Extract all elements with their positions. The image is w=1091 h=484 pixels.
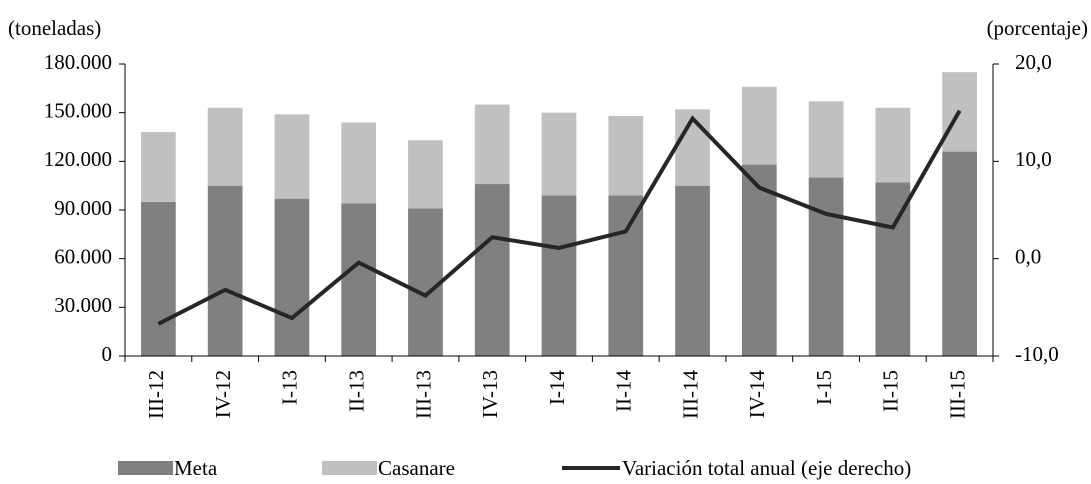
y-tick-label: 0 <box>102 342 113 366</box>
x-tick-label: I-15 <box>812 370 836 405</box>
bar <box>207 185 243 356</box>
y2-tick-label: 20,0 <box>1015 50 1052 74</box>
bar <box>408 140 443 209</box>
legend-swatch <box>322 461 377 475</box>
bar <box>141 132 176 202</box>
bar <box>875 182 911 356</box>
x-tick-label: III-14 <box>678 370 702 419</box>
x-tick-label: II-14 <box>612 370 636 412</box>
bar <box>741 164 777 356</box>
bar <box>274 198 310 356</box>
bar <box>341 203 377 356</box>
x-tick-label: III-13 <box>411 370 435 419</box>
y-tick-label: 120.000 <box>44 147 112 171</box>
y-axis-label: (toneladas) <box>8 16 101 40</box>
y2-tick-label: -10,0 <box>1015 342 1059 366</box>
y-tick-label: 180.000 <box>44 50 112 74</box>
bar <box>741 86 777 165</box>
y-tick-label: 90.000 <box>54 196 112 220</box>
bar <box>608 115 644 196</box>
y2-tick-label: 10,0 <box>1015 147 1052 171</box>
line <box>157 109 962 326</box>
x-tick-label: I-13 <box>278 370 302 405</box>
bar <box>341 122 377 204</box>
x-tick-label: III-15 <box>945 370 969 419</box>
bar <box>675 185 710 356</box>
bar <box>541 195 577 356</box>
legend-label: Variación total anual (eje derecho) <box>622 456 911 480</box>
bar <box>875 107 911 183</box>
y2-axis-label: (porcentaje) <box>987 16 1088 40</box>
legend-label: Meta <box>174 456 218 480</box>
x-tick-label: II-13 <box>345 370 369 412</box>
bar <box>207 107 243 186</box>
x-tick-label: III-12 <box>144 370 168 419</box>
x-tick-label: II-15 <box>879 370 903 412</box>
y2-tick-label: 0,0 <box>1015 244 1041 268</box>
bar <box>608 195 644 356</box>
bar <box>808 101 844 178</box>
x-tick-label: IV-14 <box>745 370 769 419</box>
y-tick-label: 60.000 <box>54 244 112 268</box>
bar <box>942 151 977 356</box>
x-tick-label: IV-13 <box>478 370 502 418</box>
legend-swatch <box>118 461 173 475</box>
bar <box>141 201 176 356</box>
bar <box>474 184 510 356</box>
bar <box>808 177 844 356</box>
x-tick-label: IV-12 <box>211 370 235 418</box>
bar <box>474 104 510 185</box>
y-tick-label: 30.000 <box>54 293 112 317</box>
bar <box>541 112 577 196</box>
y-tick-label: 150.000 <box>44 98 112 122</box>
bar <box>274 114 310 199</box>
bar <box>408 208 443 356</box>
x-tick-label: I-14 <box>545 370 569 405</box>
legend-label: Casanare <box>378 456 455 480</box>
